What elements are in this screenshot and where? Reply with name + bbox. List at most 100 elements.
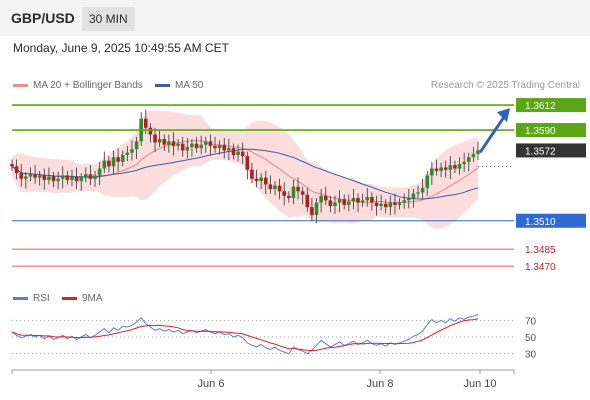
candle-body <box>402 200 406 203</box>
candle-body <box>65 175 70 180</box>
candle-body <box>28 174 33 177</box>
candle-body <box>296 186 300 192</box>
pivot-label: 1.3510 <box>525 217 556 228</box>
candle-body <box>102 160 107 169</box>
candle-body <box>194 143 199 149</box>
candle-body <box>259 177 263 182</box>
candle-body <box>388 202 393 208</box>
ma20-legend-swatch <box>13 84 28 87</box>
x-tick-label: Jun 8 <box>367 378 394 390</box>
candle-body <box>24 176 28 179</box>
candle-body <box>203 141 208 145</box>
candle-body <box>144 118 148 128</box>
resistance-box <box>516 123 586 138</box>
x-tick-label: Jun 6 <box>198 378 225 390</box>
candle-body <box>314 202 319 216</box>
candle-body <box>153 134 157 143</box>
candle-body <box>360 200 365 203</box>
candle-body <box>379 203 383 207</box>
candle-body <box>56 178 60 182</box>
symbol-label: GBP/USD <box>11 10 75 26</box>
candle-body <box>42 175 47 180</box>
candle-body <box>305 194 310 208</box>
candle-body <box>323 195 328 201</box>
rsi-legend-label: RSI <box>33 293 50 304</box>
candle-body <box>84 174 88 178</box>
candle-body <box>107 160 111 167</box>
candle-body <box>176 143 180 146</box>
current-price-box <box>516 143 586 158</box>
rsi-legend-swatch <box>13 297 28 300</box>
candle-body <box>222 144 227 151</box>
candle-body <box>333 202 337 207</box>
candle-body <box>14 166 19 174</box>
candle-body <box>263 177 268 185</box>
candle-body <box>74 176 79 182</box>
candle-body <box>70 176 74 180</box>
candle-body <box>411 193 416 199</box>
candle-body <box>111 157 116 167</box>
candle-body <box>250 169 254 179</box>
rsi-tick-label: 50 <box>525 333 537 344</box>
candle-body <box>425 175 430 188</box>
candle-body <box>254 178 259 182</box>
candle-body <box>167 141 171 145</box>
candle-body <box>93 175 97 179</box>
rsi-tick-label: 30 <box>525 350 537 361</box>
candle-body <box>37 175 42 178</box>
candle-body <box>130 149 134 153</box>
candle-body <box>310 207 314 216</box>
candle-body <box>19 173 24 179</box>
candle-body <box>453 165 457 169</box>
timeframe-button[interactable]: 30 MIN <box>82 7 135 31</box>
candle-body <box>439 167 443 171</box>
candle-body <box>51 176 56 182</box>
candle-body <box>217 144 222 149</box>
resistance-box <box>516 98 586 113</box>
candle-body <box>227 148 231 151</box>
candle-body <box>268 184 273 189</box>
candle-body <box>434 168 439 171</box>
copyright-label: Research © 2025 Trading Central <box>430 80 580 91</box>
candle-body <box>397 202 402 205</box>
candle-body <box>383 203 388 208</box>
candle-body <box>443 167 448 170</box>
rsi-ma9-line <box>11 318 479 352</box>
candle-body <box>190 143 194 148</box>
candle-body <box>457 164 462 169</box>
ma9-legend-swatch <box>62 297 77 300</box>
ma20-legend-label: MA 20 + Bollinger Bands <box>33 80 143 91</box>
candle-body <box>134 141 139 150</box>
candle-body <box>148 127 153 135</box>
candle-body <box>430 168 434 176</box>
candle-body <box>199 144 203 149</box>
candle-body <box>245 156 250 170</box>
forecast-arrow-head <box>497 108 510 123</box>
candle-body <box>476 150 480 154</box>
candle-body <box>287 195 291 199</box>
candle-body <box>185 147 190 151</box>
ma9-legend-label: 9MA <box>82 293 103 304</box>
candle-body <box>33 174 37 178</box>
candle-body <box>47 176 51 180</box>
candle-body <box>448 165 453 170</box>
support-label: 1.3470 <box>525 262 556 273</box>
candle-body <box>120 154 125 162</box>
candle-body <box>347 201 351 205</box>
candle-body <box>125 152 130 155</box>
pivot-box <box>516 213 586 228</box>
ma50-legend-swatch <box>155 84 170 87</box>
chart-header: GBP/USD 30 MIN <box>0 0 590 36</box>
bollinger-band <box>12 110 478 229</box>
candle-body <box>208 141 213 146</box>
candle-body <box>342 199 346 205</box>
candle-body <box>162 139 167 145</box>
candle-body <box>420 187 425 193</box>
forecast-arrow-shaft <box>478 113 508 154</box>
candle-body <box>240 151 245 157</box>
resistance-label: 1.3590 <box>525 126 556 137</box>
candle-body <box>370 196 374 203</box>
candle-body <box>116 157 120 162</box>
candle-body <box>273 185 277 189</box>
